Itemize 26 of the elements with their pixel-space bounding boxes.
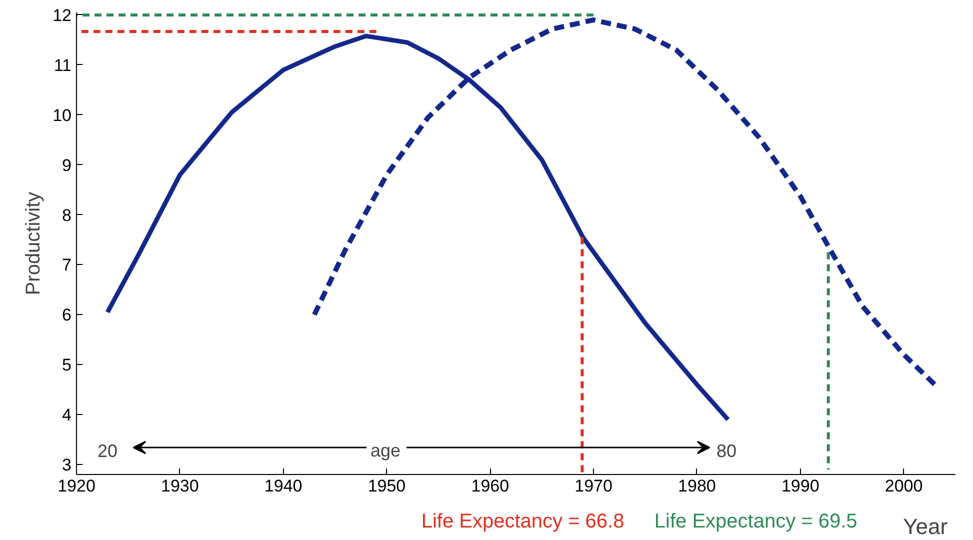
x-tick-label: 1980 <box>678 476 716 496</box>
y-tick-label: 5 <box>62 356 72 375</box>
y-tick-label: 12 <box>52 6 72 25</box>
annotation: 20 <box>97 441 118 461</box>
y-tick-label: 10 <box>52 106 72 125</box>
y-axis-title: Productivity <box>22 192 45 296</box>
text: Life Expectancy = 66.8 <box>421 510 624 532</box>
annotation: 80 <box>716 441 737 461</box>
y-tick-label: 4 <box>62 406 72 425</box>
x-tick-label: 2000 <box>884 476 923 496</box>
y-tick-label: 6 <box>62 306 72 325</box>
y-tick-label: 7 <box>62 256 72 275</box>
text: Life Expectancy = 69.5 <box>654 510 858 532</box>
x-tick-label: 1930 <box>161 476 199 496</box>
y-tick-label: 8 <box>62 206 72 225</box>
y-tick-label: 3 <box>62 456 72 475</box>
x-tick-label: 1990 <box>781 476 820 496</box>
x-axis-title: Year <box>903 514 948 539</box>
x-tick-label: 1920 <box>58 476 96 496</box>
x-tick-label: 1960 <box>471 476 510 496</box>
x-tick-label: 1950 <box>368 476 406 496</box>
x-tick-label: 1940 <box>264 476 302 496</box>
y-tick-label: 11 <box>54 56 72 75</box>
x-tick-label: 1970 <box>574 476 612 496</box>
y-tick-label: 9 <box>62 156 72 175</box>
annotation: age <box>370 440 401 460</box>
